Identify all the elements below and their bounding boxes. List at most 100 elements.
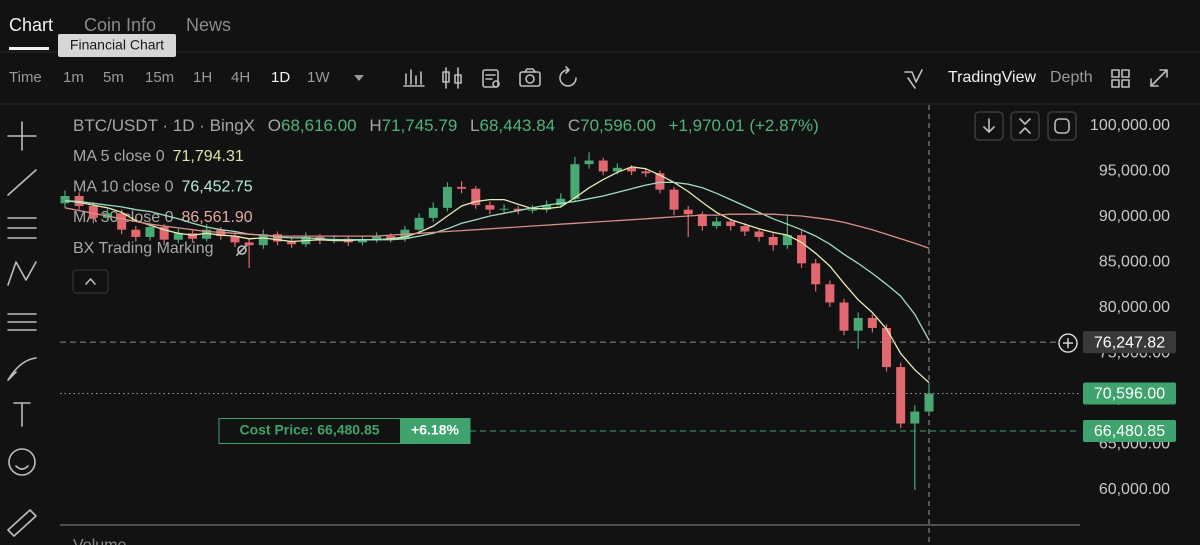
- candle-body: [867, 317, 877, 328]
- ma-line: [64, 181, 930, 341]
- candle-body: [414, 217, 424, 230]
- candle-body: [187, 233, 197, 239]
- chart-buttons: [974, 111, 1077, 141]
- add-alert-button[interactable]: [1058, 333, 1078, 353]
- candle-body: [782, 235, 792, 246]
- plot-area: 60,000.0065,000.0070,000.0075,000.0080,0…: [60, 105, 1176, 545]
- add-alert-plus: [1063, 338, 1073, 349]
- candle-body: [442, 186, 452, 208]
- candle-body: [811, 263, 821, 285]
- candle-body: [570, 164, 580, 199]
- symbol-title: BTC/USDT · 1D · BingX O68,616.00 H71,745…: [73, 116, 819, 135]
- indicator-label: MA 5 close 0 71,794.31: [73, 148, 244, 165]
- candle-body: [88, 206, 98, 218]
- layout-icon[interactable]: [1111, 69, 1130, 88]
- tooltip-box: [58, 34, 176, 57]
- candle-body: [513, 208, 523, 211]
- fib-tool[interactable]: [7, 217, 37, 239]
- price-tag: 76,247.82: [1094, 334, 1165, 351]
- emoji-tool[interactable]: [8, 448, 36, 476]
- tooltip: Financial Chart: [70, 37, 164, 53]
- tab-underline: [9, 47, 49, 50]
- toolbar-link[interactable]: Depth: [1050, 69, 1093, 86]
- brush-tool[interactable]: [7, 357, 37, 381]
- candle-body: [357, 239, 367, 243]
- candle-body: [287, 241, 297, 245]
- indicator-value: 76,452.75: [182, 179, 253, 196]
- y-tick-label: 85,000.00: [1099, 254, 1170, 271]
- marking-label: BX Trading Marking: [73, 240, 214, 257]
- candle-body: [145, 226, 155, 237]
- interval[interactable]: 1m: [63, 69, 84, 86]
- indicator-value: 86,561.90: [182, 209, 253, 226]
- candle-body: [485, 205, 495, 210]
- candle-body: [230, 236, 240, 243]
- indicator-icon[interactable]: [403, 69, 425, 87]
- ohlc-key: L: [470, 116, 479, 135]
- interval[interactable]: Time: [9, 69, 42, 86]
- ma-line: [64, 166, 930, 384]
- candle-body: [131, 229, 141, 237]
- fullscreen-icon[interactable]: [1150, 69, 1168, 87]
- candle-body: [726, 221, 736, 227]
- tab[interactable]: Coin Info: [84, 15, 156, 35]
- interval[interactable]: 1W: [307, 69, 330, 86]
- candle-body: [669, 189, 679, 210]
- candle-body: [258, 234, 268, 246]
- price-tag-box: [1083, 419, 1176, 442]
- reload-icon[interactable]: [559, 66, 577, 87]
- collapse-arrows: [1019, 118, 1031, 134]
- hide-icon[interactable]: [236, 244, 248, 256]
- reset-icon: [1054, 118, 1070, 134]
- trendline-tool[interactable]: [7, 169, 37, 196]
- candle-body: [598, 160, 608, 172]
- price-tag-box: [1083, 331, 1176, 354]
- interval[interactable]: 4H: [231, 69, 250, 86]
- reset-button[interactable]: [1047, 111, 1077, 141]
- collapse-arrow: [85, 278, 96, 285]
- interval[interactable]: 1H: [193, 69, 212, 86]
- template-icon[interactable]: [482, 69, 500, 88]
- crosshair-tool[interactable]: [7, 121, 37, 151]
- candle-body: [655, 173, 665, 190]
- candle-icon[interactable]: [442, 67, 462, 89]
- text-tool[interactable]: [13, 402, 31, 427]
- interval[interactable]: 15m: [145, 69, 174, 86]
- candle-body: [612, 167, 622, 172]
- candle-body: [896, 367, 906, 424]
- candle-body: [202, 229, 212, 239]
- y-tick-label: 80,000.00: [1099, 299, 1170, 316]
- tab[interactable]: News: [186, 15, 231, 35]
- dropdown-arrow[interactable]: [354, 75, 364, 81]
- cost-change: +6.18%: [411, 422, 459, 438]
- candle-body: [556, 198, 566, 206]
- toolbar-link[interactable]: TradingView: [948, 69, 1036, 86]
- change: +1,970.01 (+2.87%): [669, 116, 819, 135]
- tradingview-logo: [904, 69, 923, 89]
- indicator-name: MA 10 close 0: [73, 179, 174, 196]
- tab[interactable]: Chart: [9, 15, 53, 35]
- candle-body: [683, 209, 693, 215]
- projection-tool[interactable]: [7, 313, 37, 331]
- candle-body: [244, 242, 254, 246]
- ohlc-key: H: [369, 116, 381, 135]
- interval-active[interactable]: 1D: [271, 69, 290, 86]
- candle-body: [825, 284, 835, 303]
- candle-body: [697, 214, 707, 227]
- indicator-name: MA 5 close 0: [73, 148, 165, 165]
- collapse-button[interactable]: [1010, 111, 1040, 141]
- interval[interactable]: 5m: [103, 69, 124, 86]
- candle-body: [60, 196, 70, 204]
- camera-icon[interactable]: [519, 68, 541, 87]
- candle-body: [386, 236, 396, 239]
- candle-body: [754, 231, 764, 237]
- scroll-button[interactable]: [974, 111, 1004, 141]
- candle-body: [627, 167, 637, 172]
- ruler-tool[interactable]: [7, 509, 37, 537]
- pattern-tool[interactable]: [7, 261, 37, 286]
- collapse-button[interactable]: [72, 269, 109, 294]
- candle-body: [740, 226, 750, 232]
- candle-body: [853, 317, 863, 331]
